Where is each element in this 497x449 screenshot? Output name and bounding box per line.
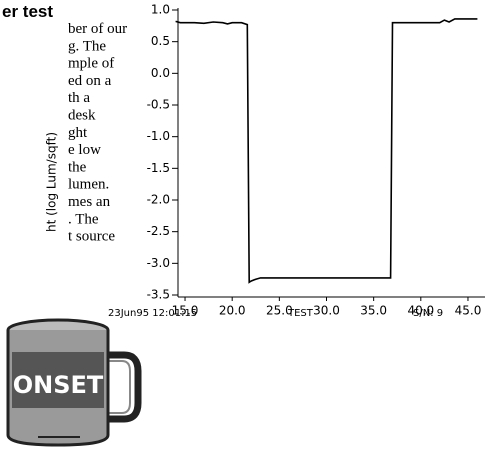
y-tick-label: 0.5	[151, 34, 170, 48]
page: er test ber of ourg. Themple ofed on ath…	[0, 0, 497, 449]
footer-text: S/N: 9	[413, 308, 443, 319]
y-tick-label: -3.0	[147, 256, 170, 270]
text-line: ed on a	[68, 73, 112, 89]
y-tick-label: -3.5	[147, 288, 170, 302]
text-line: . The	[68, 211, 99, 227]
y-tick-label: 0.0	[151, 66, 170, 80]
text-line: lumen.	[68, 177, 109, 193]
heading: er test	[2, 2, 53, 21]
x-tick-label: 30.0	[313, 304, 340, 318]
text-line: g. The	[68, 38, 106, 54]
x-tick-label: 35.0	[360, 304, 387, 318]
y-tick-label: -0.5	[147, 98, 170, 112]
y-tick-label: -2.5	[147, 224, 170, 238]
text-line: th a	[68, 90, 90, 106]
chart-bg	[170, 2, 490, 302]
text-line: desk	[68, 108, 96, 124]
text-line: mple of	[68, 56, 114, 72]
text-line: t source	[68, 229, 115, 245]
y-tick-label: -1.5	[147, 161, 170, 175]
logo-text: ONSET	[13, 371, 104, 399]
footer-text: TEST	[287, 308, 314, 319]
text-line: mes an	[68, 194, 111, 210]
logo: ONSET	[8, 320, 138, 445]
y-axis-label: ht (log Lum/sqft)	[45, 132, 59, 232]
text-line: the	[68, 159, 87, 175]
text-line: ght	[68, 125, 88, 141]
footer-text: 23Jun95 12:01:15	[108, 308, 197, 319]
y-tick-label: -2.0	[147, 193, 170, 207]
x-tick-label: 45.0	[455, 304, 482, 318]
y-tick-label: 1.0	[151, 3, 170, 17]
text-line: ber of our	[68, 21, 127, 37]
text-line: e low	[68, 142, 101, 158]
y-tick-label: -1.0	[147, 129, 170, 143]
x-tick-label: 20.0	[219, 304, 246, 318]
